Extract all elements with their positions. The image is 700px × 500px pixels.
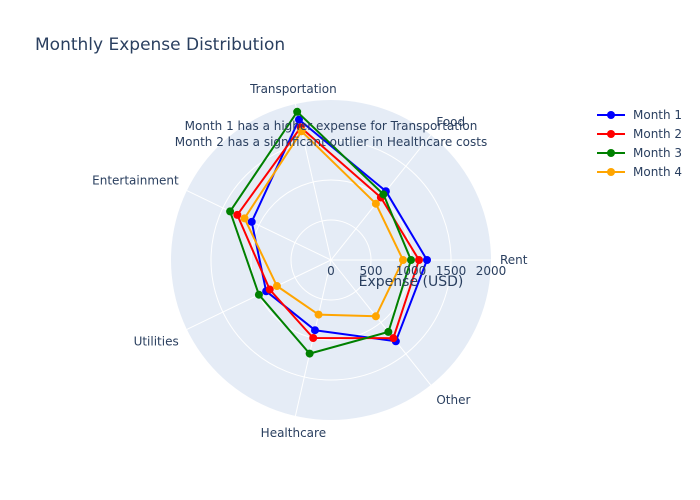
series-2-point-2 [293, 107, 302, 116]
series-layer [226, 107, 431, 358]
legend-item-2[interactable]: Month 3 [597, 146, 682, 160]
legend-item-1[interactable]: Month 2 [597, 127, 682, 141]
series-2-point-6 [384, 327, 393, 336]
series-3-point-5 [314, 310, 323, 319]
category-label-3: Entertainment [92, 174, 179, 188]
category-label-1: Food [436, 115, 465, 129]
legend-label-0: Month 1 [633, 108, 682, 122]
legend-item-3[interactable]: Month 4 [597, 165, 682, 179]
chart-title: Monthly Expense Distribution [35, 35, 285, 55]
legend: Month 1 Month 2 Month 3 Month 4 [597, 108, 682, 179]
annotation-2: Month 2 has a significant outlier in Hea… [175, 135, 487, 149]
radial-ticks: 0 500 1000 1500 2000 [327, 264, 506, 278]
series-2-point-0 [407, 256, 415, 264]
series-3-point-3 [240, 214, 249, 223]
series-1-point-0 [415, 256, 423, 264]
radial-tick-3: 1500 [436, 264, 467, 278]
series-2-point-3 [226, 207, 235, 216]
radial-tick-0: 0 [327, 264, 335, 278]
series-0-point-0 [423, 256, 431, 264]
category-label-6: Other [436, 393, 470, 407]
series-3-point-6 [371, 312, 380, 321]
category-label-4: Utilities [134, 334, 179, 348]
category-label-0: Rent [500, 253, 528, 267]
radial-axis-title: Expense (USD) [359, 274, 464, 290]
category-label-2: Transportation [249, 82, 337, 96]
series-1-point-3 [233, 210, 242, 219]
legend-label-2: Month 3 [633, 146, 682, 160]
category-labels: Rent Food Transportation Entertainment Utili… [92, 82, 528, 440]
series-2-point-5 [305, 349, 314, 358]
series-0-point-3 [247, 217, 256, 226]
series-1-point-4 [265, 285, 274, 294]
series-line-2 [229, 110, 412, 355]
series-line-0 [250, 118, 428, 343]
series-1-point-6 [389, 334, 398, 343]
series-3-point-2 [297, 127, 306, 136]
series-2-point-1 [379, 190, 388, 199]
series-0-point-2 [294, 115, 303, 124]
annotation-1: Month 1 has a higher expense for Transpo… [185, 119, 478, 133]
series-0-point-5 [310, 326, 319, 335]
series-3-point-0 [399, 256, 407, 264]
spoke-6 [330, 259, 432, 386]
legend-label-3: Month 4 [633, 165, 682, 179]
legend-label-1: Month 2 [633, 127, 682, 141]
radial-tick-1: 500 [360, 264, 383, 278]
series-3-point-1 [371, 199, 380, 208]
series-1-point-5 [309, 333, 318, 342]
series-line-3 [243, 130, 404, 318]
series-2-point-4 [254, 290, 263, 299]
series-line-1 [236, 126, 420, 340]
series-3-point-4 [272, 282, 281, 291]
legend-item-0[interactable]: Month 1 [597, 108, 682, 122]
spoke-3 [186, 190, 332, 261]
radial-tick-2: 1000 [396, 264, 427, 278]
radial-tick-4: 2000 [476, 264, 507, 278]
category-label-5: Healthcare [261, 426, 326, 440]
